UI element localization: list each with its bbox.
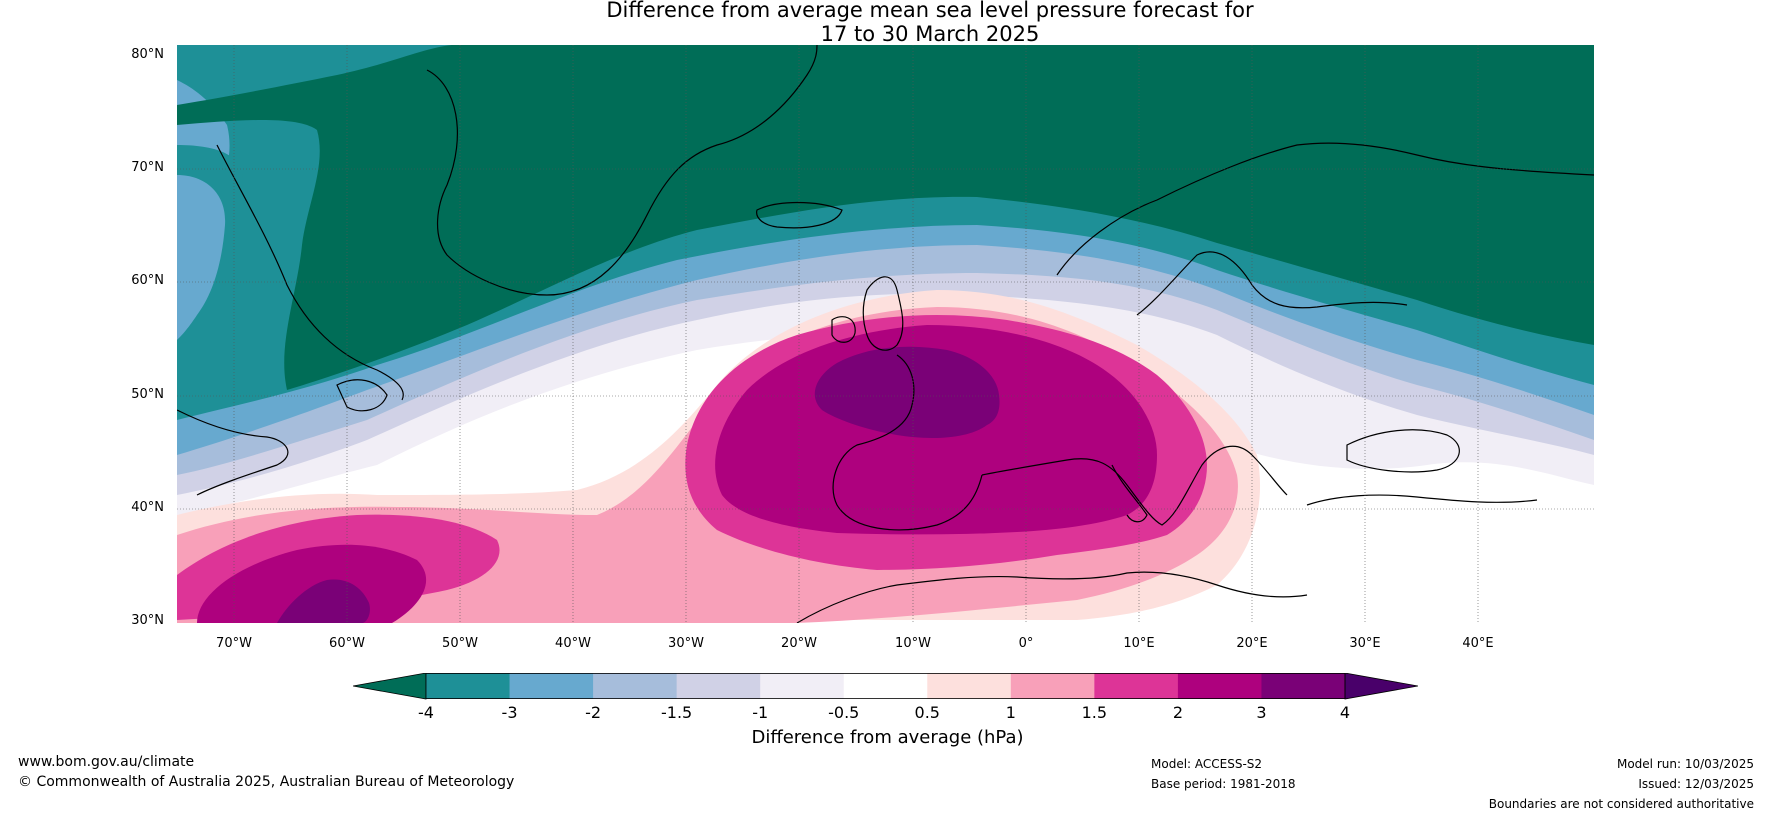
- colorbar-segment: [509, 673, 594, 699]
- colorbar-tick-label: -3: [501, 703, 518, 722]
- map-canvas: [177, 45, 1594, 623]
- colorbar-segment: [760, 673, 845, 699]
- lon-label-20w: 20°W: [781, 636, 817, 651]
- lat-label-30n: 30°N: [131, 613, 164, 628]
- colorbar-svg: [352, 672, 1419, 700]
- map-title-line1: Difference from average mean sea level p…: [606, 0, 1254, 22]
- map-title: Difference from average mean sea level p…: [0, 0, 1770, 46]
- graticule: [177, 45, 1594, 623]
- mediterranean-north-coast: [981, 445, 1288, 526]
- footer-issued: Issued: 12/03/2025: [1638, 777, 1754, 791]
- scandinavia-coast: [1056, 142, 1594, 276]
- band-pos-3: [814, 346, 1000, 438]
- black-sea-coast: [1346, 429, 1460, 473]
- colorbar-label: Difference from average (hPa): [751, 727, 1024, 748]
- footer-copyright: © Commonwealth of Australia 2025, Austra…: [18, 774, 515, 790]
- greenland-coast: [426, 45, 818, 296]
- labrador-coast: [216, 144, 404, 401]
- colorbar-segment: [426, 673, 511, 699]
- colorbar-segment: [927, 673, 1012, 699]
- lon-label-10e: 10°E: [1123, 636, 1155, 651]
- footer-model-run: Model run: 10/03/2025: [1616, 757, 1754, 771]
- iceland-coast: [756, 201, 843, 229]
- north-america-east-coast: [177, 409, 289, 496]
- colorbar-tick-label: -2: [585, 703, 602, 722]
- lon-label-10w: 10°W: [895, 636, 931, 651]
- ireland-coast: [831, 316, 856, 343]
- lon-label-40e: 40°E: [1462, 636, 1494, 651]
- colorbar-tick-label: 4: [1339, 703, 1351, 722]
- colorbar-segment: [676, 673, 761, 699]
- lat-label-50n: 50°N: [131, 387, 164, 402]
- pressure-anomaly-map: [177, 45, 1594, 623]
- colorbar-tick-label: -1.5: [661, 703, 693, 722]
- colorbar-tick-label: 1: [1005, 703, 1016, 722]
- colorbar-segment: [1261, 673, 1346, 699]
- colorbar-segment: [1177, 673, 1262, 699]
- britain-coast: [862, 276, 904, 351]
- colorbar-tick-label: 1.5: [1081, 703, 1108, 722]
- lat-label-60n: 60°N: [131, 273, 164, 288]
- colorbar-tick-label: -4: [418, 703, 434, 722]
- colorbar-tick-label: 2: [1172, 703, 1183, 722]
- colorbar-segment: [843, 673, 928, 699]
- footer-website[interactable]: www.bom.gov.au/climate: [18, 754, 195, 770]
- colorbar-tick-label: 3: [1256, 703, 1267, 722]
- colorbar-tick-label: 0.5: [914, 703, 940, 722]
- footer-base-period: Base period: 1981-2018: [1151, 777, 1296, 791]
- lon-label-40w: 40°W: [555, 636, 591, 651]
- lon-label-30w: 30°W: [668, 636, 704, 651]
- lon-label-70w: 70°W: [216, 636, 252, 651]
- colorbar-extend-low: [352, 672, 427, 700]
- colorbar-segment: [593, 673, 678, 699]
- western-europe-coast: [832, 354, 983, 531]
- band-neg-2-left: [177, 175, 226, 340]
- colorbar-segment: [1010, 673, 1095, 699]
- colorbar-tick-label: -1: [752, 703, 769, 722]
- footer-disclaimer: Boundaries are not considered authoritat…: [1488, 797, 1754, 811]
- colorbar: [352, 672, 1419, 703]
- lat-label-80n: 80°N: [131, 47, 164, 62]
- lat-label-70n: 70°N: [131, 160, 164, 175]
- colorbar-segment: [1094, 673, 1179, 699]
- newfoundland-coast: [336, 379, 388, 412]
- band-pos-3-atlantic: [277, 579, 370, 623]
- map-title-line2: 17 to 30 March 2025: [820, 22, 1040, 46]
- lon-label-60w: 60°W: [329, 636, 365, 651]
- lon-label-50w: 50°W: [442, 636, 478, 651]
- lat-label-40n: 40°N: [131, 500, 164, 515]
- colorbar-tick-label: -0.5: [828, 703, 860, 722]
- africa-north-coast: [796, 571, 1308, 623]
- colorbar-border: [425, 673, 1346, 700]
- turkey-coast: [1306, 494, 1538, 506]
- band-neg-4-main: [177, 45, 1594, 390]
- lon-label-30e: 30°E: [1349, 636, 1381, 651]
- lon-label-20e: 20°E: [1236, 636, 1268, 651]
- colorbar-extend-high: [1344, 672, 1419, 700]
- footer-model: Model: ACCESS-S2: [1151, 757, 1263, 771]
- italy-coast: [1111, 464, 1148, 523]
- lon-label-0: 0°: [1018, 636, 1034, 651]
